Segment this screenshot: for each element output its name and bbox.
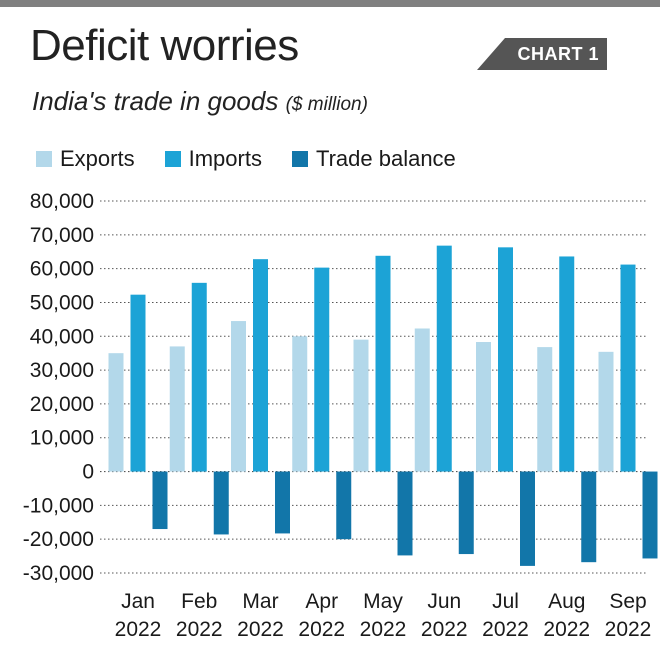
- exports-bar: [414, 328, 430, 472]
- y-tick-label: -20,000: [23, 528, 94, 551]
- trade-balance-bar: [336, 471, 352, 540]
- legend: Exports Imports Trade balance: [36, 144, 486, 174]
- trade-balance-bar: [642, 471, 658, 559]
- y-tick-label: 30,000: [30, 359, 94, 382]
- x-tick-label-month: Jul: [492, 590, 519, 613]
- trade-balance-bar: [520, 471, 535, 566]
- legend-swatch-imports: [164, 151, 181, 167]
- y-tick-label: 50,000: [30, 291, 94, 314]
- y-tick-label: 60,000: [30, 258, 94, 281]
- exports-bar: [169, 346, 185, 472]
- x-tick-label-year: 2022: [360, 618, 407, 641]
- imports-bar: [559, 256, 575, 472]
- x-tick-label-month: Mar: [242, 590, 278, 613]
- x-tick-label-year: 2022: [115, 618, 162, 641]
- y-tick-label: 20,000: [30, 393, 94, 416]
- x-tick-label-month: Jun: [427, 590, 461, 613]
- x-tick-label-year: 2022: [605, 618, 652, 641]
- exports-bar: [476, 342, 491, 472]
- exports-bar: [353, 339, 369, 472]
- imports-bar: [620, 264, 636, 472]
- chart-title: Deficit worries: [30, 21, 299, 70]
- y-tick-label: 10,000: [30, 427, 94, 450]
- legend-label-imports: Imports: [188, 146, 262, 171]
- imports-bar: [375, 255, 391, 472]
- trade-balance-bar: [275, 471, 290, 534]
- imports-bar: [436, 245, 452, 472]
- y-tick-label: 80,000: [30, 190, 94, 213]
- x-tick-label-year: 2022: [482, 618, 529, 641]
- exports-bar: [537, 347, 553, 472]
- y-tick-label: -10,000: [23, 494, 94, 517]
- x-tick-label-month: May: [363, 590, 403, 613]
- exports-bar: [231, 321, 246, 472]
- subtitle-text: India's trade in goods: [32, 86, 279, 116]
- trade-balance-bar: [397, 471, 413, 556]
- chart-number-label: CHART 1: [517, 44, 599, 64]
- imports-bar: [498, 247, 513, 472]
- x-tick-label-year: 2022: [298, 618, 345, 641]
- x-tick-label-year: 2022: [237, 618, 284, 641]
- legend-item-imports: Imports: [164, 146, 262, 172]
- x-tick-label-year: 2022: [421, 618, 468, 641]
- x-tick-label-month: Aug: [548, 590, 585, 613]
- legend-swatch-exports: [36, 151, 52, 167]
- x-tick-label-month: Sep: [609, 590, 646, 613]
- x-tick-label-month: Apr: [305, 590, 338, 613]
- subtitle-unit: ($ million): [285, 94, 368, 115]
- legend-item-exports: Exports: [36, 146, 135, 172]
- top-rule: [0, 0, 660, 7]
- exports-bar: [108, 353, 124, 472]
- trade-balance-bar: [152, 471, 168, 530]
- imports-bar: [130, 294, 146, 472]
- x-tick-label-year: 2022: [543, 618, 590, 641]
- x-tick-label-month: Jan: [121, 590, 155, 613]
- x-tick-label-year: 2022: [176, 618, 223, 641]
- legend-swatch-trade-balance: [291, 151, 308, 167]
- x-tick-label-month: Feb: [181, 590, 217, 613]
- imports-bar: [191, 282, 207, 472]
- legend-label-trade-balance: Trade balance: [315, 146, 456, 171]
- trade-balance-bar: [213, 471, 229, 535]
- legend-label-exports: Exports: [60, 146, 135, 171]
- y-tick-label: 70,000: [30, 224, 94, 247]
- y-tick-label: 0: [82, 461, 94, 484]
- trade-balance-bar: [581, 471, 597, 563]
- y-tick-label: -30,000: [23, 562, 94, 585]
- chart-subtitle: India's trade in goods ($ million): [32, 86, 368, 117]
- legend-item-trade-balance: Trade balance: [291, 146, 456, 172]
- exports-bar: [598, 351, 614, 472]
- y-tick-label: 40,000: [30, 325, 94, 348]
- trade-balance-bar: [458, 471, 474, 555]
- imports-bar: [314, 267, 330, 472]
- exports-bar: [292, 336, 308, 472]
- imports-bar: [253, 259, 268, 472]
